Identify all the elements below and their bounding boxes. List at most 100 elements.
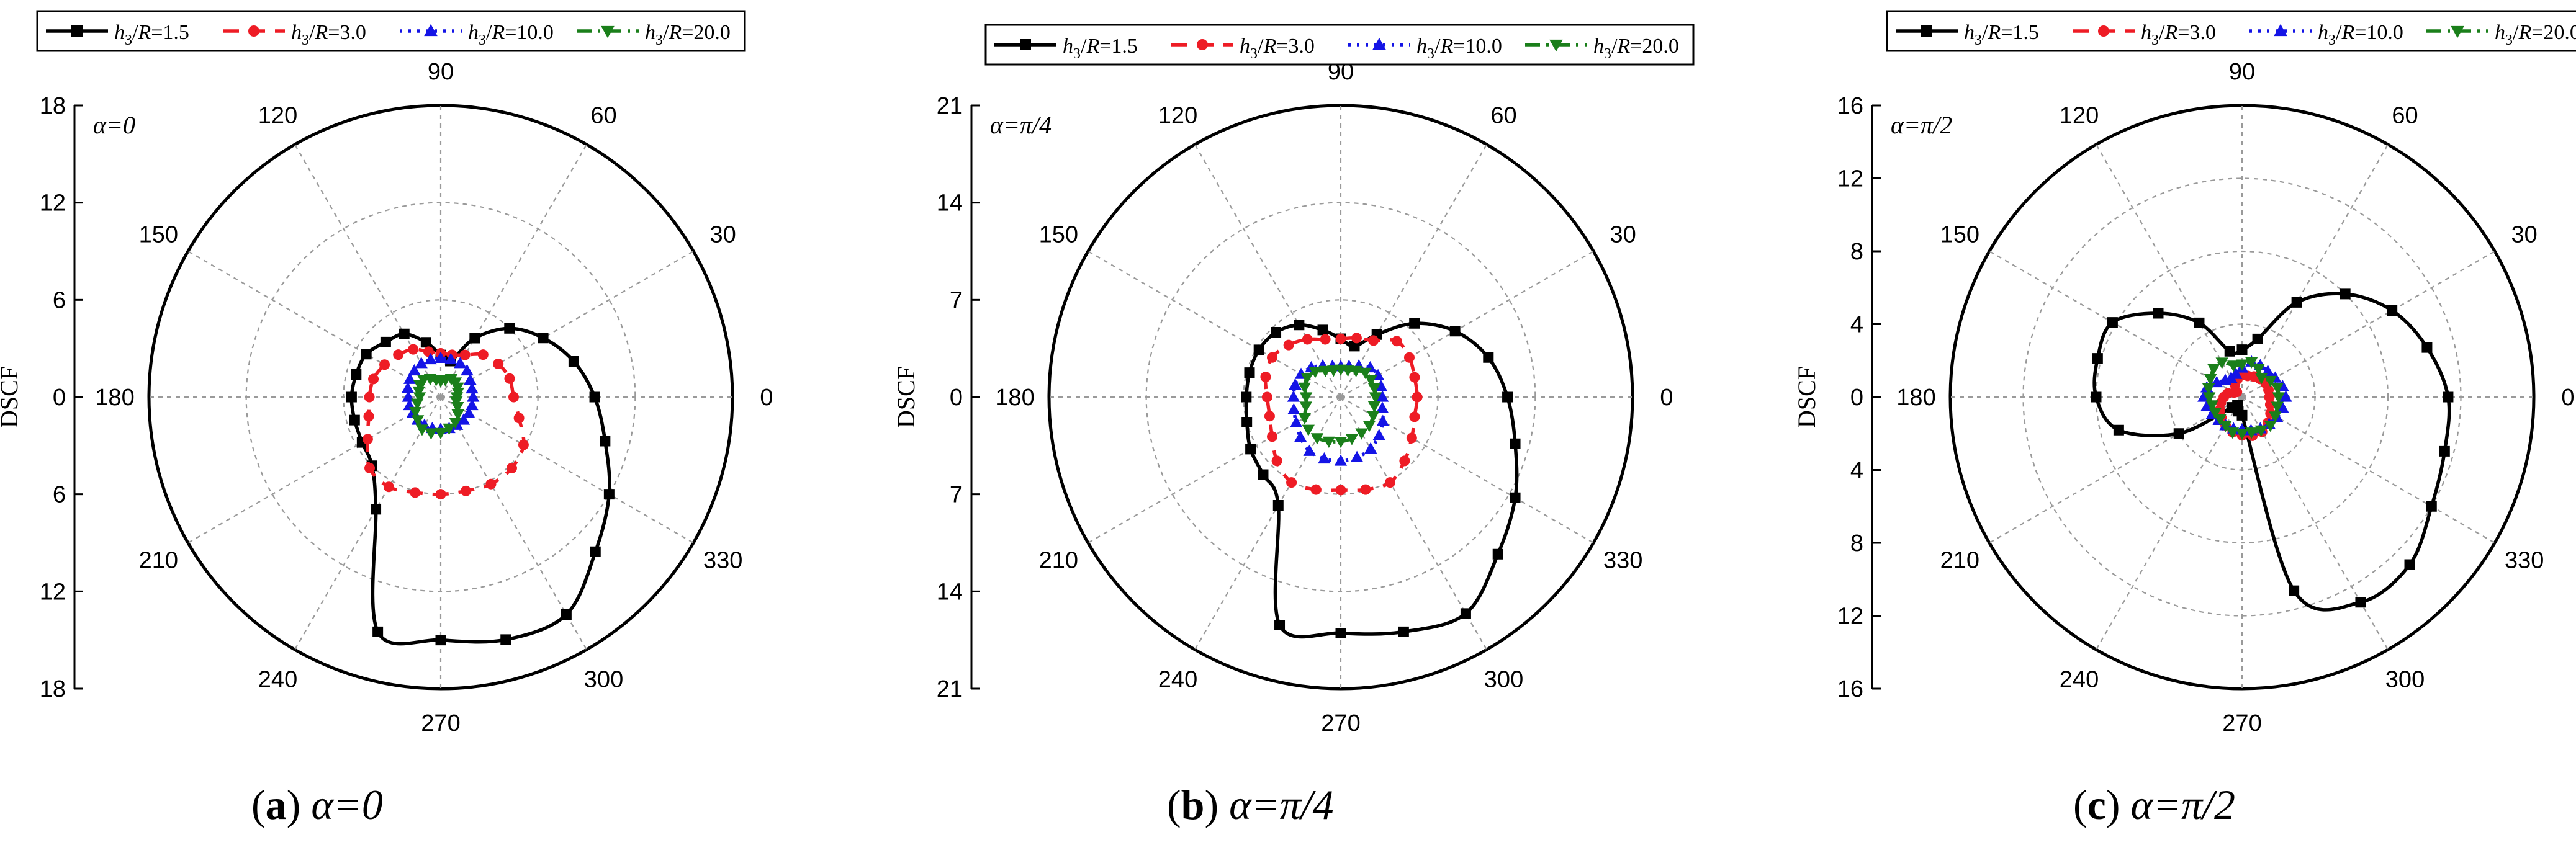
data-point [1302,334,1313,345]
data-point [1345,434,1359,445]
legend-marker [2098,25,2109,37]
data-point [590,546,601,557]
data-point [420,337,431,348]
data-point [2209,408,2222,419]
data-point [424,352,437,365]
data-point [399,328,410,339]
data-point [415,424,429,436]
data-point [449,418,462,429]
data-point [2355,597,2366,608]
data-point [1245,444,1256,455]
data-point [1287,390,1300,402]
radial-tick-label: 12 [1837,166,1863,192]
angle-tick-label: 300 [584,667,623,693]
data-point [1290,416,1303,428]
data-point [393,349,404,360]
data-point [466,382,479,394]
data-point [1299,392,1313,404]
data-point [1294,320,1305,331]
data-point [1391,336,1402,347]
data-point [451,387,464,400]
data-point [467,390,480,402]
angle-tick-label: 300 [1484,667,1523,693]
data-point [2092,353,2103,364]
data-point [450,396,463,408]
data-point [434,427,448,440]
data-point [435,635,446,646]
series-line-1 [2092,292,2451,612]
data-point [1241,417,1253,428]
data-point [466,398,479,411]
polar-spoke [1989,396,2243,543]
data-point [411,415,425,427]
data-point [2194,317,2205,328]
data-point [2107,317,2118,328]
alpha-annotation: α=π/4 [990,111,1052,139]
radial-tick-label: 18 [40,676,66,702]
data-point [561,609,572,620]
data-point [2254,425,2268,437]
polar-spoke [187,396,441,543]
data-point [1510,438,1521,449]
data-point [2271,383,2284,395]
angle-tick-label: 240 [1158,667,1197,693]
data-point [504,373,515,384]
data-point [1261,391,1272,403]
radial-tick-label: 14 [937,579,963,605]
data-point [2204,373,2217,386]
polar-spoke [2241,251,2495,398]
angle-tick-label: 90 [2229,59,2255,85]
data-point [1310,484,1322,495]
data-point [1283,339,1294,351]
data-point [1317,324,1328,336]
data-point [464,373,477,385]
data-point [506,462,517,473]
radial-tick-label: 12 [1837,604,1863,630]
data-point [477,349,489,360]
data-point [459,349,471,360]
angle-tick-label: 60 [1490,102,1516,128]
data-point [1460,608,1471,619]
data-point [1271,455,1282,467]
data-point [462,406,475,418]
data-point [412,386,425,398]
angle-tick-label: 60 [590,102,616,128]
data-point [454,357,467,369]
data-point [1349,341,1360,352]
data-point [2264,421,2277,432]
data-point [2289,585,2300,596]
data-point [1492,548,1503,560]
legend-label: h3/R=1.5 [1063,35,1138,62]
data-point [1298,413,1312,425]
data-point [1398,626,1409,637]
data-point [461,485,472,496]
data-point [2113,424,2124,436]
legend-label: h3/R=10.0 [1416,35,1502,62]
legend-label: h3/R=20.0 [1593,35,1679,62]
data-point [2252,333,2263,344]
angle-tick-label: 150 [139,222,178,248]
data-point [1286,477,1297,488]
data-point [409,406,422,419]
angle-tick-label: 60 [2392,102,2418,128]
angle-tick-label: 120 [1158,102,1197,128]
legend: h3/R=1.5 h3/R=3.0 h3/R=10.0 h3/R=20.0 [984,24,1695,66]
legend-label: h3/R=20.0 [645,21,731,48]
data-point [1351,333,1362,344]
data-point [2279,390,2292,402]
data-point [2426,501,2437,512]
angle-tick-label: 150 [1039,222,1078,248]
data-point [568,356,579,367]
legend-label: h3/R=10.0 [2318,21,2403,48]
data-point [1264,411,1275,422]
data-point [2269,411,2282,423]
angle-tick-label: 120 [258,102,297,128]
data-point [1384,477,1395,488]
data-point [364,391,375,403]
data-point [1403,352,1415,363]
legend-label: h3/R=10.0 [468,21,554,48]
data-point [413,392,426,404]
radial-tick-label: 4 [1850,458,1863,484]
legend-marker [601,25,615,38]
